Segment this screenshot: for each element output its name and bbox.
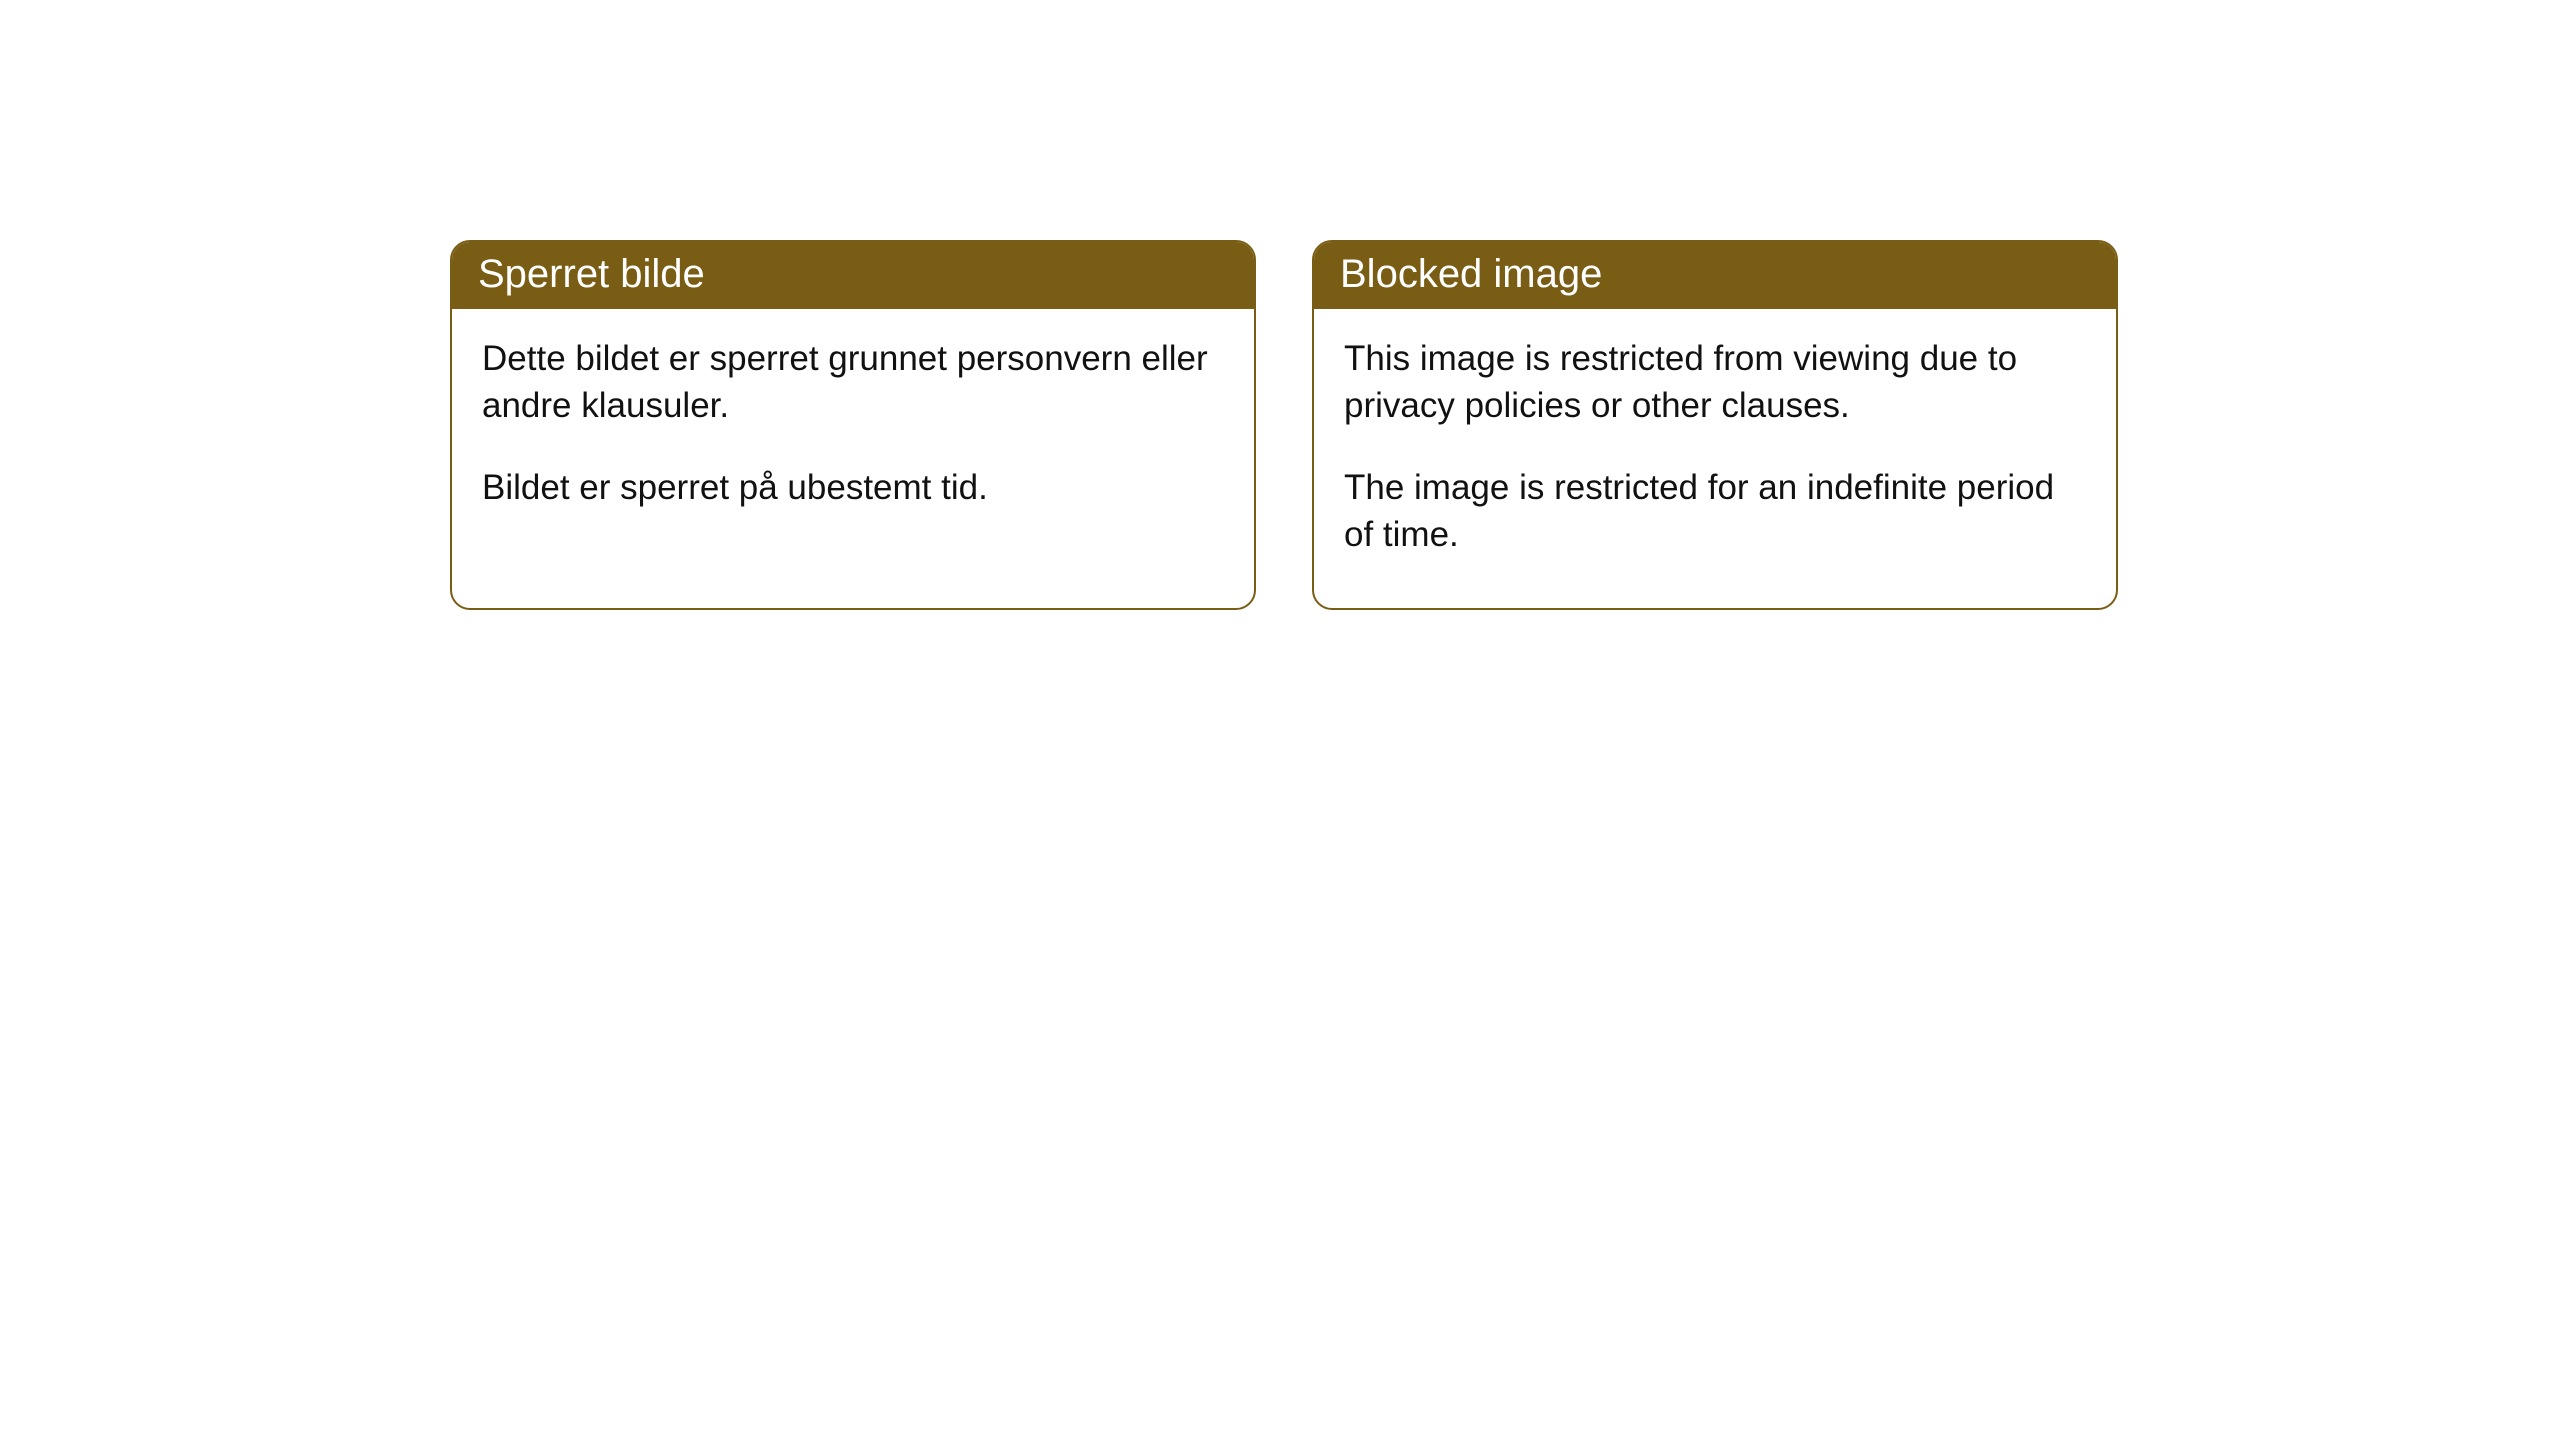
- card-title: Sperret bilde: [478, 252, 705, 296]
- card-paragraph: This image is restricted from viewing du…: [1344, 335, 2086, 430]
- blocked-image-notices: Sperret bilde Dette bildet er sperret gr…: [450, 240, 2560, 610]
- blocked-notice-card-en: Blocked image This image is restricted f…: [1312, 240, 2118, 610]
- card-header: Blocked image: [1314, 242, 2116, 309]
- card-header: Sperret bilde: [452, 242, 1254, 309]
- blocked-notice-card-no: Sperret bilde Dette bildet er sperret gr…: [450, 240, 1256, 610]
- card-paragraph: The image is restricted for an indefinit…: [1344, 464, 2086, 559]
- card-body: This image is restricted from viewing du…: [1314, 309, 2116, 608]
- card-body: Dette bildet er sperret grunnet personve…: [452, 309, 1254, 561]
- card-paragraph: Dette bildet er sperret grunnet personve…: [482, 335, 1224, 430]
- card-title: Blocked image: [1340, 252, 1602, 296]
- card-paragraph: Bildet er sperret på ubestemt tid.: [482, 464, 1224, 511]
